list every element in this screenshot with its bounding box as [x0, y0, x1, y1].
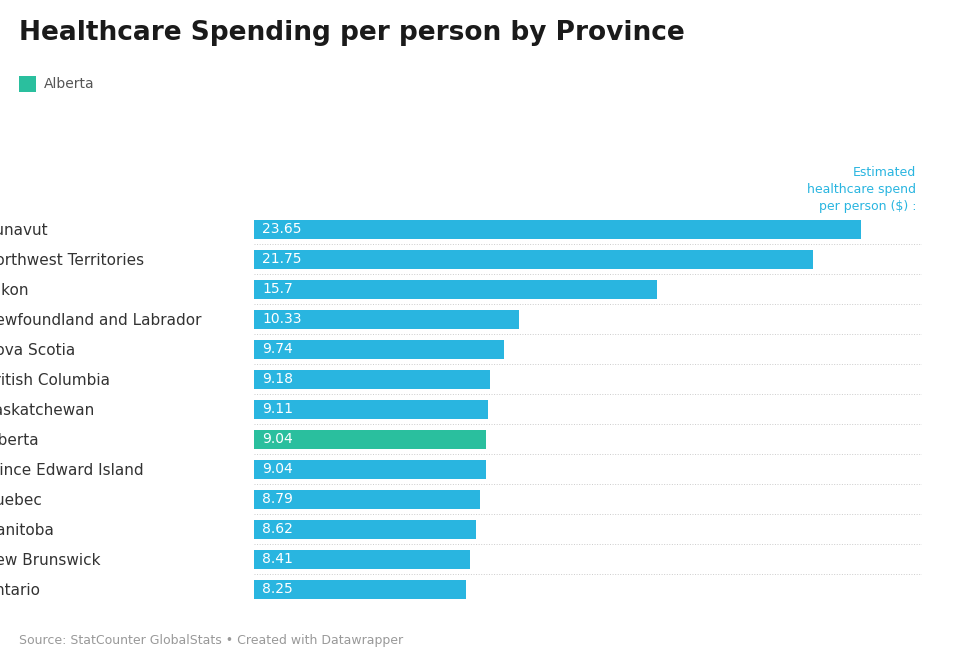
Text: 9.04: 9.04	[262, 462, 293, 477]
Text: 9.04: 9.04	[262, 432, 293, 446]
Bar	[254, 400, 489, 418]
Bar	[254, 280, 658, 298]
Bar	[254, 340, 504, 358]
Bar	[254, 550, 470, 568]
Bar	[254, 520, 475, 539]
Bar	[254, 220, 861, 238]
Text: 23.65: 23.65	[262, 222, 301, 236]
Bar	[254, 490, 480, 508]
Text: 21.75: 21.75	[262, 252, 301, 266]
Bar	[254, 580, 467, 599]
Text: 8.62: 8.62	[262, 522, 293, 536]
Text: Healthcare Spending per person by Province: Healthcare Spending per person by Provin…	[19, 20, 684, 46]
Bar	[254, 370, 490, 389]
Text: 9.11: 9.11	[262, 402, 293, 416]
Text: 9.18: 9.18	[262, 372, 293, 386]
Text: Alberta: Alberta	[44, 77, 95, 91]
Text: 15.7: 15.7	[262, 282, 293, 296]
Text: 10.33: 10.33	[262, 312, 301, 326]
Text: Estimated
healthcare spend
per person ($) :: Estimated healthcare spend per person ($…	[807, 166, 917, 213]
Text: 8.25: 8.25	[262, 582, 293, 596]
Text: Source: StatCounter GlobalStats • Created with Datawrapper: Source: StatCounter GlobalStats • Create…	[19, 634, 403, 647]
Text: 8.79: 8.79	[262, 492, 293, 506]
Bar	[254, 460, 487, 478]
Text: 9.74: 9.74	[262, 342, 293, 356]
Bar	[254, 250, 812, 269]
Text: 8.41: 8.41	[262, 552, 293, 566]
Bar	[254, 310, 519, 329]
Bar	[254, 430, 487, 449]
